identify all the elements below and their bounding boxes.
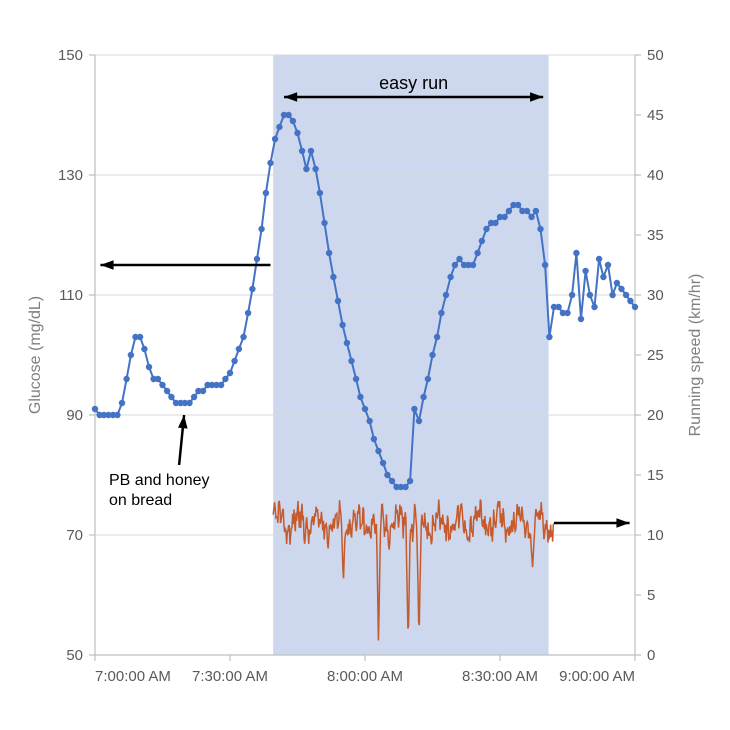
svg-text:45: 45: [647, 107, 664, 124]
svg-text:40: 40: [647, 167, 664, 184]
svg-text:30: 30: [647, 287, 664, 304]
svg-text:35: 35: [647, 227, 664, 244]
svg-text:50: 50: [66, 647, 83, 664]
y-left-label: Glucose (mg/dL): [27, 296, 44, 414]
easy-run-label: easy run: [379, 73, 448, 93]
svg-text:50: 50: [647, 47, 664, 64]
svg-text:25: 25: [647, 347, 664, 364]
svg-text:9:00:00 AM: 9:00:00 AM: [559, 668, 635, 685]
y-right-label: Running speed (km/hr): [687, 274, 704, 437]
svg-text:90: 90: [66, 407, 83, 424]
svg-text:7:00:00 AM: 7:00:00 AM: [95, 668, 171, 685]
svg-text:20: 20: [647, 407, 664, 424]
svg-text:15: 15: [647, 467, 664, 484]
svg-text:0: 0: [647, 647, 655, 664]
svg-text:130: 130: [58, 167, 83, 184]
svg-text:110: 110: [59, 287, 83, 304]
svg-text:70: 70: [66, 527, 83, 544]
svg-text:150: 150: [58, 47, 83, 64]
glucose-speed-chart: 50 70 90 110 130 150 Glucose (mg/dL) 0 5 10 15 20 25…: [0, 0, 730, 730]
svg-text:7:30:00 AM: 7:30:00 AM: [192, 668, 268, 685]
svg-text:8:00:00 AM: 8:00:00 AM: [327, 668, 403, 685]
chart-svg: 50 70 90 110 130 150 Glucose (mg/dL) 0 5 10 15 20 25…: [0, 0, 730, 730]
svg-text:10: 10: [647, 527, 664, 544]
svg-text:on bread: on bread: [109, 492, 172, 509]
easy-run-shaded-region: [273, 55, 548, 655]
svg-text:5: 5: [647, 587, 655, 604]
pb-honey-label: PB and honey: [109, 472, 210, 489]
svg-text:8:30:00 AM: 8:30:00 AM: [462, 668, 538, 685]
